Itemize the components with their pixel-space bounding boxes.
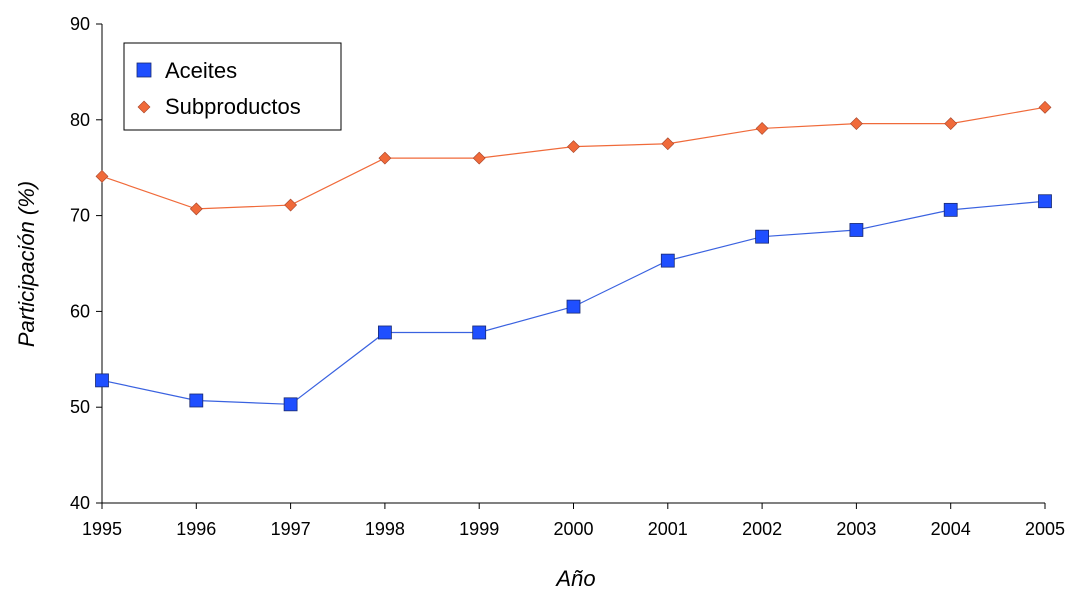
legend-label-subproductos: Subproductos bbox=[165, 94, 301, 119]
series-layer bbox=[95, 100, 1052, 412]
series-aceites bbox=[95, 194, 1052, 412]
data-point bbox=[189, 393, 204, 408]
data-point bbox=[472, 151, 486, 165]
data-point bbox=[472, 325, 487, 340]
data-point bbox=[943, 202, 958, 217]
y-axis-title: Participación (%) bbox=[14, 181, 39, 347]
y-tick-label: 50 bbox=[70, 397, 90, 417]
legend-box bbox=[123, 42, 342, 131]
data-point bbox=[944, 117, 958, 131]
data-point bbox=[378, 151, 392, 165]
data-point bbox=[1038, 194, 1052, 209]
data-point bbox=[95, 169, 109, 183]
y-tick-label: 90 bbox=[70, 14, 90, 34]
data-point bbox=[849, 223, 864, 237]
data-point bbox=[661, 137, 675, 151]
y-tick-label: 80 bbox=[70, 110, 90, 130]
data-point bbox=[849, 117, 863, 131]
legend-marker-subproductos bbox=[137, 100, 151, 114]
data-point bbox=[755, 121, 769, 135]
x-tick-label: 1998 bbox=[365, 519, 405, 539]
y-tick-label: 40 bbox=[70, 493, 90, 513]
x-axis-title: Año bbox=[554, 566, 595, 591]
x-tick-label: 2005 bbox=[1025, 519, 1065, 539]
y-tick-label: 60 bbox=[70, 301, 90, 321]
legend-marker-aceites bbox=[136, 62, 152, 78]
data-point bbox=[95, 373, 109, 388]
x-tick-label: 1995 bbox=[82, 519, 122, 539]
series-subproductos bbox=[95, 100, 1052, 216]
data-point bbox=[377, 325, 392, 340]
data-point bbox=[283, 397, 298, 412]
y-tick-label: 70 bbox=[70, 206, 90, 226]
data-point bbox=[566, 299, 581, 314]
x-tick-label: 2001 bbox=[648, 519, 688, 539]
x-tick-label: 1997 bbox=[271, 519, 311, 539]
axes: 40 50 60 70 80 90 1995 1996 1997 1998 1999 2000 2001… bbox=[70, 14, 1065, 539]
data-point bbox=[189, 202, 203, 216]
x-tick-label: 2003 bbox=[836, 519, 876, 539]
data-point bbox=[284, 198, 298, 212]
data-point bbox=[1038, 100, 1052, 114]
data-point bbox=[660, 253, 675, 268]
x-tick-label: 1999 bbox=[459, 519, 499, 539]
data-point bbox=[755, 229, 769, 244]
x-tick-label: 2004 bbox=[931, 519, 971, 539]
x-tick-label: 2000 bbox=[553, 519, 593, 539]
legend-label-aceites: Aceites bbox=[165, 58, 237, 83]
x-tick-label: 1996 bbox=[176, 519, 216, 539]
legend: Aceites Subproductos bbox=[123, 42, 342, 131]
data-point bbox=[567, 140, 580, 154]
x-tick-label: 2002 bbox=[742, 519, 782, 539]
